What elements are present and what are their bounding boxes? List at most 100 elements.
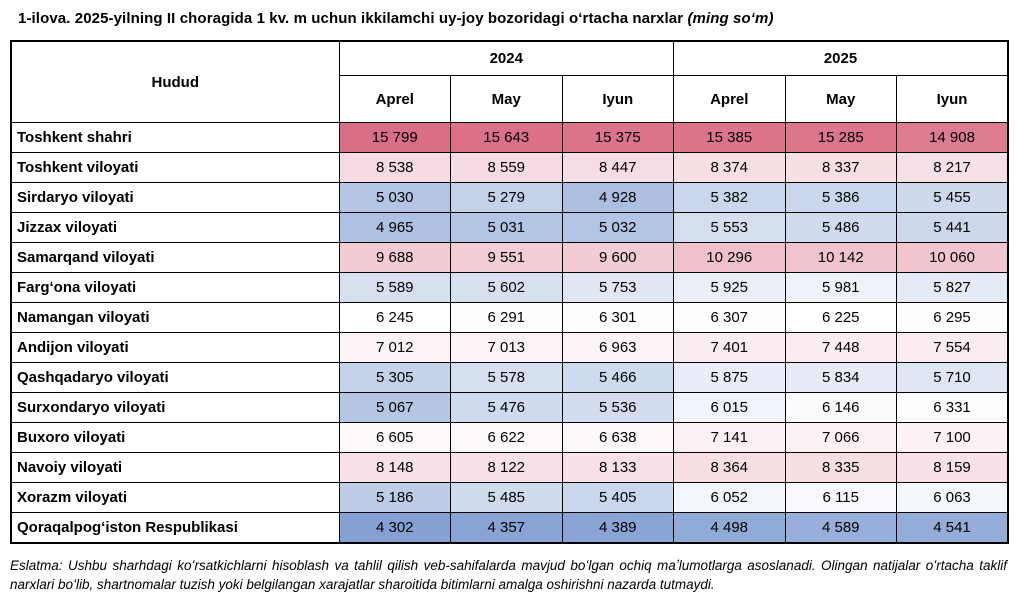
price-cell: 6 331 xyxy=(896,392,1009,423)
price-cell: 10 060 xyxy=(896,242,1009,273)
price-cell: 5 032 xyxy=(561,212,674,243)
region-cell: Qoraqalpogʻiston Respublikasi xyxy=(10,512,340,544)
price-cell: 5 536 xyxy=(561,392,674,423)
column-header-iyun-2025: Iyun xyxy=(896,75,1009,123)
price-cell: 7 401 xyxy=(673,332,786,363)
column-header-may-2025: May xyxy=(784,75,897,123)
price-cell: 6 052 xyxy=(673,482,786,513)
column-header-aprel-2025: Aprel xyxy=(673,75,786,123)
column-header-iyun-2024: Iyun xyxy=(561,75,674,123)
footnote-text: Ushbu sharhdagi koʻrsatkichlarni hisobla… xyxy=(10,558,1007,592)
region-cell: Andijon viloyati xyxy=(10,332,340,363)
price-cell: 15 643 xyxy=(450,122,563,153)
price-cell: 15 799 xyxy=(338,122,451,153)
price-cell: 8 538 xyxy=(338,152,451,183)
price-cell: 8 364 xyxy=(673,452,786,483)
price-cell: 5 925 xyxy=(673,272,786,303)
price-cell: 5 455 xyxy=(896,182,1009,213)
price-cell: 5 279 xyxy=(450,182,563,213)
price-cell: 5 476 xyxy=(450,392,563,423)
table-row: Qoraqalpogʻiston Respublikasi 4 302 4 357 4… xyxy=(10,512,1009,544)
price-cell: 4 357 xyxy=(450,512,563,544)
column-header-hudud: Hudud xyxy=(10,40,340,123)
price-cell: 4 965 xyxy=(338,212,451,243)
page-title-unit-note: (ming soʻm) xyxy=(687,10,774,27)
price-cell: 5 981 xyxy=(784,272,897,303)
price-cell: 8 159 xyxy=(896,452,1009,483)
price-cell: 8 447 xyxy=(561,152,674,183)
table-row: Jizzax viloyati 4 965 5 031 5 032 5 553 5 486… xyxy=(10,212,1009,243)
price-cell: 7 013 xyxy=(450,332,563,363)
price-cell: 6 605 xyxy=(338,422,451,453)
price-cell: 5 827 xyxy=(896,272,1009,303)
table-header-row-years: Hudud 2024 2025 xyxy=(10,40,1009,123)
price-cell: 5 386 xyxy=(784,182,897,213)
price-cell: 6 638 xyxy=(561,422,674,453)
price-cell: 8 559 xyxy=(450,152,563,183)
price-cell: 4 541 xyxy=(896,512,1009,544)
price-cell: 6 963 xyxy=(561,332,674,363)
price-cell: 6 622 xyxy=(450,422,563,453)
region-cell: Namangan viloyati xyxy=(10,302,340,333)
price-cell: 5 466 xyxy=(561,362,674,393)
table-row: Samarqand viloyati 9 688 9 551 9 600 10 296 1… xyxy=(10,242,1009,273)
price-cell: 6 295 xyxy=(896,302,1009,333)
price-cell: 4 389 xyxy=(561,512,674,544)
price-cell: 5 710 xyxy=(896,362,1009,393)
price-cell: 5 753 xyxy=(561,272,674,303)
region-cell: Buxoro viloyati xyxy=(10,422,340,453)
price-cell: 8 148 xyxy=(338,452,451,483)
table-header-row-months: Aprel May Iyun Aprel May Iyun xyxy=(11,75,1009,123)
price-cell: 6 291 xyxy=(450,302,563,333)
price-cell: 5 602 xyxy=(450,272,563,303)
price-cell: 8 122 xyxy=(450,452,563,483)
price-table: Hudud 2024 2025 Aprel May Iyun Aprel May Iyun… xyxy=(10,40,1010,544)
page-title: 1-ilova. 2025-yilning II choragida 1 kv.… xyxy=(18,10,1007,27)
price-cell: 5 030 xyxy=(338,182,451,213)
price-cell: 6 301 xyxy=(561,302,674,333)
price-cell: 5 186 xyxy=(338,482,451,513)
footnote-label: Eslatma: xyxy=(10,558,63,573)
price-cell: 6 015 xyxy=(673,392,786,423)
price-cell: 6 225 xyxy=(784,302,897,333)
price-cell: 5 031 xyxy=(450,212,563,243)
price-cell: 7 066 xyxy=(784,422,897,453)
price-cell: 4 928 xyxy=(561,182,674,213)
price-cell: 7 554 xyxy=(896,332,1009,363)
price-cell: 5 382 xyxy=(673,182,786,213)
price-cell: 9 600 xyxy=(561,242,674,273)
region-cell: Navoiy viloyati xyxy=(10,452,340,483)
price-cell: 4 589 xyxy=(784,512,897,544)
column-header-2024: 2024 xyxy=(338,40,674,76)
table-row: Surxondaryo viloyati 5 067 5 476 5 536 6 015… xyxy=(10,392,1009,423)
price-cell: 5 067 xyxy=(338,392,451,423)
page-title-text: 1-ilova. 2025-yilning II choragida 1 kv.… xyxy=(18,10,684,27)
price-cell: 7 141 xyxy=(673,422,786,453)
price-cell: 7 100 xyxy=(896,422,1009,453)
price-cell: 15 285 xyxy=(784,122,897,153)
price-cell: 7 012 xyxy=(338,332,451,363)
price-cell: 5 405 xyxy=(561,482,674,513)
table-row: Qashqadaryo viloyati 5 305 5 578 5 466 5 875… xyxy=(10,362,1009,393)
price-cell: 4 302 xyxy=(338,512,451,544)
price-cell: 9 551 xyxy=(450,242,563,273)
price-cell: 8 337 xyxy=(784,152,897,183)
price-cell: 8 335 xyxy=(784,452,897,483)
price-cell: 6 307 xyxy=(673,302,786,333)
region-cell: Sirdaryo viloyati xyxy=(10,182,340,213)
price-cell: 4 498 xyxy=(673,512,786,544)
price-cell: 7 448 xyxy=(784,332,897,363)
table-row: Sirdaryo viloyati 5 030 5 279 4 928 5 382 5 3… xyxy=(10,182,1009,213)
column-header-aprel-2024: Aprel xyxy=(338,75,451,123)
region-cell: Toshkent viloyati xyxy=(10,152,340,183)
footnote: Eslatma: Ushbu sharhdagi koʻrsatkichlarn… xyxy=(10,557,1007,594)
price-cell: 6 115 xyxy=(784,482,897,513)
price-cell: 5 441 xyxy=(896,212,1009,243)
table-row: Xorazm viloyati 5 186 5 485 5 405 6 052 6 115… xyxy=(10,482,1009,513)
price-cell: 6 146 xyxy=(784,392,897,423)
table-row: Andijon viloyati 7 012 7 013 6 963 7 401 7 44… xyxy=(10,332,1009,363)
price-cell: 6 063 xyxy=(896,482,1009,513)
price-cell: 14 908 xyxy=(896,122,1009,153)
price-cell: 8 374 xyxy=(673,152,786,183)
